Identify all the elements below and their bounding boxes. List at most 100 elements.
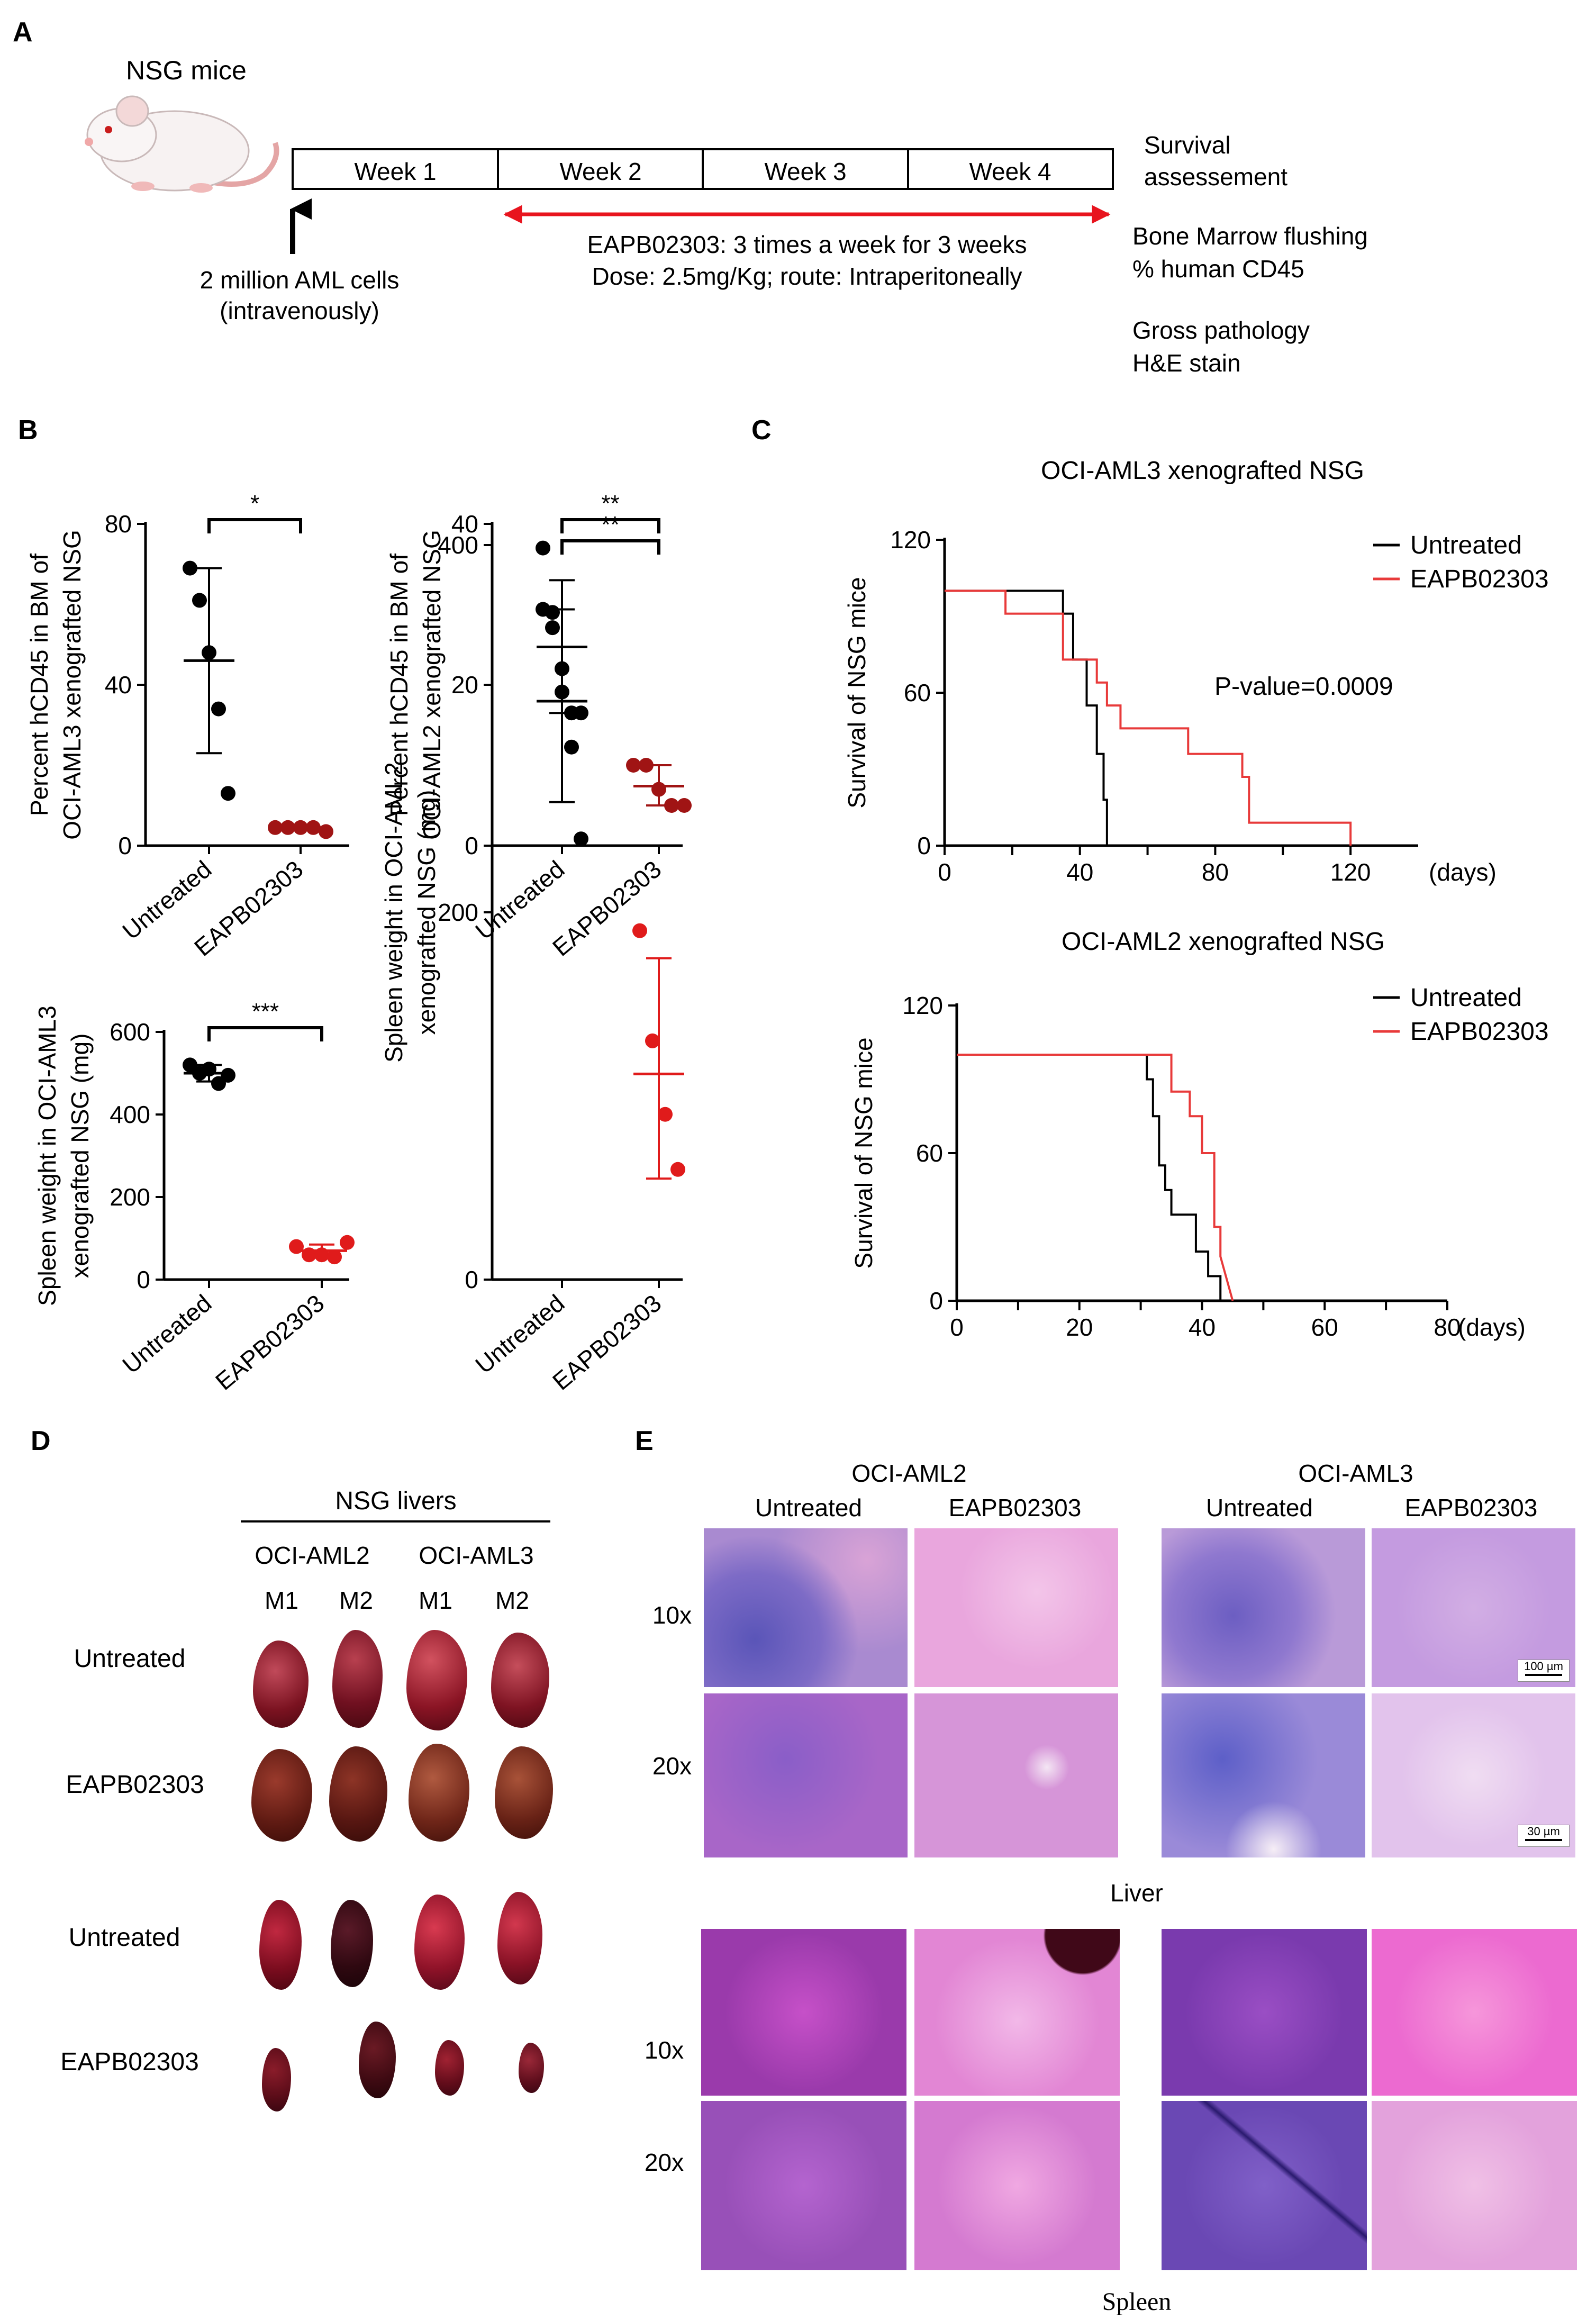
injection-line-2: (intravenously) (220, 297, 379, 324)
b4-point-treated (632, 923, 647, 938)
b4-ytick-label: 0 (465, 1266, 478, 1293)
histo-liver-10x-aml2-treated (914, 1528, 1118, 1687)
d-group-aml3: OCI-AML3 (419, 1542, 533, 1569)
scale-bar-30um-text: 30 µm (1527, 1825, 1560, 1838)
d-row-untreated-liver: Untreated (74, 1645, 186, 1673)
d-group-aml2: OCI-AML2 (255, 1542, 369, 1569)
b2-significance-label: ** (601, 491, 619, 516)
b1-significance-label: * (250, 491, 259, 516)
liver-treated-aml3-m2 (495, 1746, 553, 1839)
b4-xtick-label: Untreated (470, 1289, 569, 1379)
b2-point-treated (626, 758, 641, 773)
c2-series-treated (957, 1054, 1234, 1301)
histo-spleen-20x-aml2-untreated (701, 2101, 906, 2270)
c1-xtick-label: 80 (1202, 858, 1229, 886)
b4-point-untreated (536, 602, 550, 617)
b4-point-untreated (545, 620, 560, 636)
b1-point-untreated (192, 593, 207, 608)
panel-a: NSG mice Week 1 Week 2 Week 3 Week 4 2 m… (85, 56, 1368, 377)
treatment-line-2: Dose: 2.5mg/Kg; route: Intraperitoneally (592, 262, 1022, 290)
e-col-untreated-aml2: Untreated (755, 1494, 862, 1521)
week-3-label: Week 3 (764, 158, 846, 185)
scale-bar-100um-text: 100 µm (1524, 1660, 1563, 1673)
b2-point-treated (677, 798, 692, 813)
c2-xtick-label: 40 (1189, 1313, 1216, 1341)
outcome-bone-marrow: Bone Marrow flushing (1132, 222, 1368, 250)
histo-liver-20x-aml2-untreated (704, 1693, 908, 1857)
b2-ytick-label: 20 (451, 671, 478, 699)
spleen-treated-aml3-m1 (435, 2040, 464, 2096)
c2-ytick-label: 0 (929, 1287, 943, 1315)
panel-letter-e: E (635, 1426, 654, 1456)
spleen-untreated-aml3-m2 (497, 1892, 542, 1984)
b4-significance-label: ** (601, 512, 619, 538)
mouse-title: NSG mice (126, 56, 247, 85)
b4-ytick-label: 200 (438, 899, 478, 926)
d-row-treated-spleen: EAPB02303 (60, 2048, 199, 2076)
c1-ylabel: Survival of NSG mice (843, 577, 870, 808)
outcome-survival: Survival (1144, 131, 1231, 159)
b4-point-treated (645, 1033, 660, 1048)
c1-ytick-label: 0 (917, 832, 931, 859)
d-row-treated-liver: EAPB02303 (66, 1771, 204, 1799)
scale-bar-100um-line (1525, 1674, 1562, 1676)
b3-xtick-label: EAPB02303 (210, 1289, 329, 1395)
outcome-gross-pathology: Gross pathology (1132, 316, 1310, 344)
b3-ytick-label: 400 (110, 1101, 150, 1128)
week-2-label: Week 2 (559, 158, 641, 185)
b2-point-untreated (536, 540, 550, 556)
treatment-line-1: EAPB02303: 3 times a week for 3 weeks (587, 231, 1027, 258)
b3-ytick-label: 600 (110, 1018, 150, 1046)
liver-untreated-aml2-m2 (332, 1630, 383, 1728)
spleen-label: Spleen (1102, 2288, 1172, 2316)
chart-c1-aml3-survival: OCI-AML3 xenografted NSG 0 60 120 0 40 80 120 (d… (843, 457, 1549, 886)
e-col-treated-aml2: EAPB02303 (949, 1494, 1082, 1521)
scale-bar-30um-line (1525, 1839, 1562, 1841)
b1-ytick-label: 0 (118, 832, 132, 859)
e-col-untreated-aml3: Untreated (1206, 1494, 1313, 1521)
histo-spleen-10x-aml3-treated (1372, 1929, 1577, 2096)
spleen-treated-aml2-m1 (262, 2048, 291, 2111)
c1-legend-label: EAPB02303 (1410, 565, 1549, 593)
b2-significance-bracket (560, 518, 660, 533)
b3-significance-label: *** (252, 999, 279, 1025)
c1-x-unit: (days) (1429, 858, 1497, 886)
d-mouse-3: M1 (419, 1587, 452, 1614)
b1-ylabel-line: OCI-AML3 xenografted NSG (58, 530, 86, 839)
liver-treated-aml2-m1 (251, 1749, 312, 1842)
b4-significance-bracket (560, 539, 660, 555)
e-col-treated-aml3: EAPB02303 (1405, 1494, 1538, 1521)
histo-liver-20x-aml3-untreated (1162, 1693, 1365, 1857)
d-mouse-4: M2 (495, 1587, 529, 1614)
scale-bar-100um: 100 µm (1518, 1660, 1570, 1682)
b4-ylabel-line: xenografted NSG (mg) (413, 790, 440, 1035)
panel-letter-b: B (18, 415, 38, 446)
b1-point-untreated (183, 560, 197, 576)
panel-e: OCI-AML2 OCI-AML3 Untreated EAPB02303 Un… (645, 1460, 1537, 2316)
panel-letter-d: D (31, 1426, 51, 1456)
e-group-aml2: OCI-AML2 (851, 1460, 966, 1487)
c1-series-untreated (945, 590, 1114, 847)
b4-ylabel-line: Spleen weight in OCI-AML2 (380, 762, 407, 1063)
b3-significance-bracket (207, 1026, 323, 1041)
b3-ylabel-line: Spleen weight in OCI-AML3 (33, 1005, 61, 1306)
panel-letter-c: C (751, 415, 772, 446)
liver-treated-aml3-m1 (409, 1744, 469, 1842)
chart-c2-aml2-survival: OCI-AML2 xenografted NSG 0 60 120 0 20 40 60 80(… (850, 928, 1549, 1341)
histo-spleen-10x-aml2-treated (914, 1929, 1120, 2096)
b3-ytick-label: 200 (110, 1183, 150, 1211)
liver-label: Liver (1110, 1879, 1163, 1907)
c1-series-treated (945, 590, 1352, 846)
b1-point-untreated (221, 786, 235, 801)
b3-point-untreated (221, 1067, 235, 1083)
spleen-untreated-aml2-m1 (259, 1900, 302, 1990)
c1-title: OCI-AML3 xenografted NSG (1041, 457, 1364, 485)
c1-xtick-label: 40 (1066, 858, 1093, 886)
c2-ytick-label: 120 (902, 992, 943, 1019)
histo-spleen-10x-aml3-untreated (1162, 1929, 1367, 2096)
outcome-survival-2: assessement (1144, 163, 1287, 191)
mouse-illustration (85, 95, 279, 193)
c2-series-untreated (957, 1054, 1233, 1302)
c2-legend-label: Untreated (1410, 984, 1522, 1012)
